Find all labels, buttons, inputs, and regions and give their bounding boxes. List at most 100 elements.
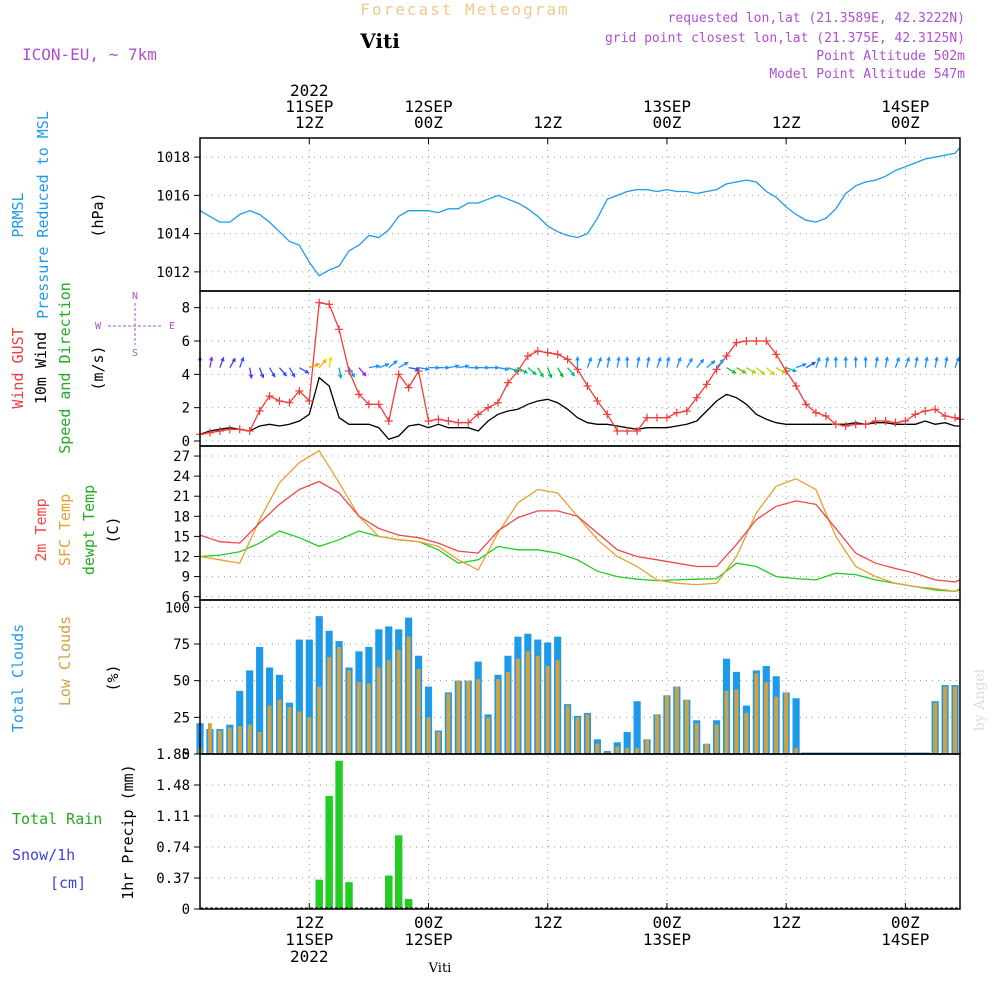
wind-arrow-head	[802, 362, 807, 368]
footer-station: Viti	[428, 961, 452, 976]
low-cloud-bar	[496, 679, 501, 754]
wind-arrow-head	[587, 356, 593, 362]
low-cloud-bar	[953, 686, 957, 754]
dewpt-line	[199, 530, 961, 592]
wind-arrow-head	[403, 361, 409, 367]
wind-arrow-head	[624, 356, 630, 361]
time-label-bottom: 2022	[290, 947, 329, 966]
total-clouds-label: Total Clouds	[9, 624, 27, 732]
gust-line	[199, 301, 961, 435]
prmsl-label: PRMSL	[9, 192, 27, 237]
wind-arrow-head	[719, 358, 725, 364]
time-label-bottom: 13SEP	[643, 930, 691, 949]
y-tick-label: 0	[182, 434, 190, 450]
wind-arrow-head	[559, 372, 564, 378]
total-cloud-bar	[792, 698, 800, 754]
wind-arrow-head	[531, 370, 537, 376]
cm-unit: [cm]	[50, 874, 86, 892]
precip-label: 1hr Precip (mm)	[119, 764, 137, 899]
low-cloud-bar	[386, 660, 391, 754]
wind-arrow-head	[240, 356, 245, 362]
low-cloud-bar	[456, 680, 461, 754]
watermark: by Angel	[972, 668, 988, 731]
time-label-top: 14SEP	[881, 97, 929, 116]
y-tick-label: 1016	[156, 188, 190, 204]
low-cloud-bar	[645, 739, 650, 754]
wind-arrow-head	[304, 369, 310, 374]
y-tick-label: 18	[173, 509, 190, 525]
y-tick-label: 8	[182, 301, 190, 317]
wind-arrow-head	[895, 356, 901, 362]
wind-arrow-head	[248, 374, 254, 380]
wind-arrow-head	[688, 357, 693, 363]
low-cloud-bar	[506, 671, 510, 754]
wind-arrow-head	[606, 356, 611, 361]
total-cloud-bar	[295, 639, 303, 754]
wind-arrow-head	[731, 369, 737, 374]
y-tick-label: 2	[182, 401, 190, 417]
wind-arrow-head	[523, 369, 528, 374]
low-cloud-bar	[327, 657, 332, 754]
wind-arrow-head	[710, 360, 716, 365]
wind-arrow-head	[495, 365, 500, 371]
wind-arrow-head	[665, 356, 671, 361]
y-tick-label: 6	[182, 590, 190, 606]
low-cloud-bar	[684, 699, 689, 754]
pressure-line	[199, 147, 961, 277]
wind-arrow-head	[504, 366, 510, 372]
wind-arrow-head	[914, 356, 919, 361]
point-altitude: Point Altitude 502m	[816, 49, 965, 64]
wind-arrow-head	[760, 370, 766, 376]
chart-title: Forecast Meteogram	[360, 0, 569, 19]
wind-arrow-head	[259, 373, 265, 379]
low-cloud-bar	[794, 748, 799, 754]
low-clouds-label: Low Clouds	[56, 616, 74, 706]
wind-arrow-head	[328, 356, 333, 361]
y-tick-label: 0.74	[156, 840, 190, 856]
wind-arrow-head	[465, 364, 470, 369]
low-cloud-bar	[774, 696, 779, 754]
low-cloud-bar	[297, 711, 302, 754]
rain-bar	[404, 898, 413, 909]
wind10m-label: 10m Wind	[32, 332, 50, 404]
low-cloud-bar	[784, 692, 789, 754]
ms-unit: (m/s)	[89, 345, 107, 390]
wind-arrow-head	[547, 373, 553, 379]
low-cloud-bar	[257, 732, 262, 754]
wind-arrow-head	[843, 356, 849, 361]
wind-arrow-head	[415, 366, 420, 372]
low-cloud-bar	[635, 748, 640, 754]
wind-arrow-head	[338, 374, 343, 380]
y-tick-label: 1018	[156, 150, 190, 166]
wind-arrow-head	[657, 356, 662, 362]
low-cloud-bar	[575, 717, 580, 754]
low-cloud-bar	[267, 705, 272, 754]
total-cloud-bar	[623, 732, 631, 754]
low-cloud-bar	[406, 636, 411, 754]
wind-arrow-head	[445, 365, 450, 371]
wind-arrow-head	[874, 356, 880, 361]
y-tick-label: 9	[182, 570, 190, 586]
total-cloud-bar	[633, 701, 641, 754]
low-cloud-bar	[347, 670, 351, 754]
low-cloud-bar	[307, 717, 312, 754]
total-cloud-bar	[256, 646, 264, 754]
y-tick-label: 1.48	[156, 778, 190, 794]
wind-arrow-head	[322, 358, 327, 364]
wind-arrow-head	[435, 365, 441, 371]
rain-bar	[345, 882, 353, 909]
wind-arrow-head	[597, 356, 603, 362]
compass-s: S	[132, 348, 138, 359]
total-rain-label: Total Rain	[12, 810, 102, 828]
wind-arrow-head	[375, 364, 381, 369]
rain-bar	[385, 875, 393, 909]
low-cloud-bar	[565, 705, 570, 754]
y-tick-label: 1012	[156, 265, 190, 281]
low-cloud-bar	[664, 695, 669, 754]
low-cloud-bar	[227, 727, 232, 754]
wind-arrow-head	[751, 369, 757, 374]
y-tick-label: 0	[182, 902, 190, 918]
y-tick-label: 1.11	[156, 809, 190, 825]
y-tick-label: 75	[173, 637, 190, 653]
